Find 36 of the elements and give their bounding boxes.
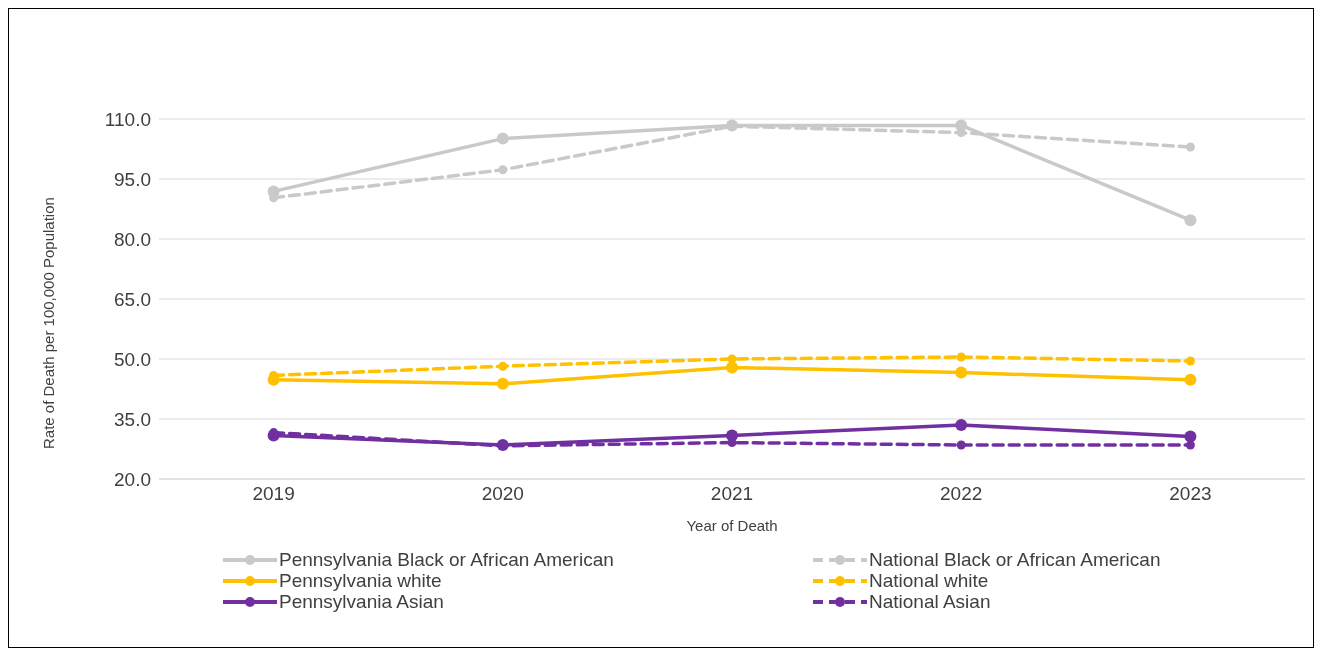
point [496, 132, 509, 145]
y-tick-label: 35.0 [114, 408, 151, 430]
point [727, 354, 737, 364]
point [956, 352, 966, 362]
y-tick-label: 80.0 [114, 228, 151, 250]
legend-label: National Black or African American [869, 549, 1161, 570]
y-tick-label: 95.0 [114, 168, 151, 190]
point [955, 366, 968, 379]
point [726, 361, 738, 374]
legend-label: Pennsylvania Asian [279, 591, 444, 612]
y-tick-label: 110.0 [104, 108, 151, 130]
x-tick-label: 2021 [710, 483, 754, 505]
point [498, 361, 508, 371]
point [1184, 214, 1197, 227]
x-tick-label: 2020 [481, 483, 524, 505]
point [1185, 142, 1195, 152]
y-axis-title: Rate of Death per 100,000 Population [40, 197, 58, 449]
legend-label: Pennsylvania Black or African American [279, 549, 614, 570]
y-tick-label: 65.0 [114, 288, 151, 310]
y-tick-label: 50.0 [114, 348, 151, 370]
point [1185, 440, 1195, 450]
point [1184, 430, 1197, 443]
legend-label: National Asian [869, 591, 991, 612]
x-tick-label: 2019 [252, 483, 295, 505]
x-tick-label: 2022 [940, 483, 983, 505]
point [956, 440, 966, 450]
point [955, 419, 968, 431]
y-tick-label: 20.0 [114, 468, 151, 490]
point [498, 165, 508, 175]
legend-label: Pennsylvania white [279, 570, 442, 591]
x-tick-label: 2023 [1169, 483, 1212, 505]
point [496, 377, 509, 390]
point [1184, 373, 1197, 386]
point [1185, 356, 1195, 366]
x-axis-title: Year of Death [686, 517, 778, 534]
legend-label: National white [869, 570, 989, 591]
